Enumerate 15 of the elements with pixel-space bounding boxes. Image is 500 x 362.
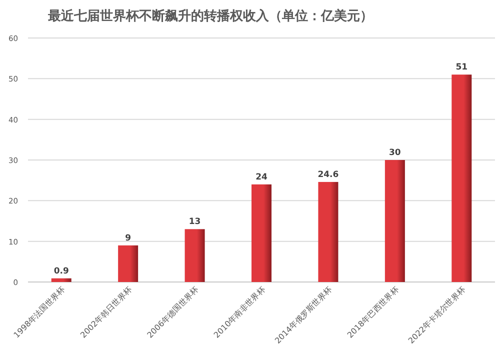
- data-label: 30: [389, 148, 401, 158]
- bar: [384, 160, 405, 282]
- bar: [252, 184, 272, 282]
- data-label: 24.6: [318, 170, 339, 180]
- data-label: 24: [256, 172, 268, 182]
- bar: [51, 278, 72, 282]
- data-label: 13: [188, 217, 201, 228]
- data-label: 9: [125, 233, 132, 244]
- bar: [118, 245, 138, 282]
- chart-title: 最近七届世界杯不断飙升的转播权收入（单位：亿美元）: [47, 8, 373, 24]
- data-label: 51: [456, 62, 468, 73]
- bar: [184, 229, 205, 282]
- bar: [452, 74, 472, 282]
- bar: [318, 182, 338, 282]
- data-label: 0.9: [54, 266, 69, 276]
